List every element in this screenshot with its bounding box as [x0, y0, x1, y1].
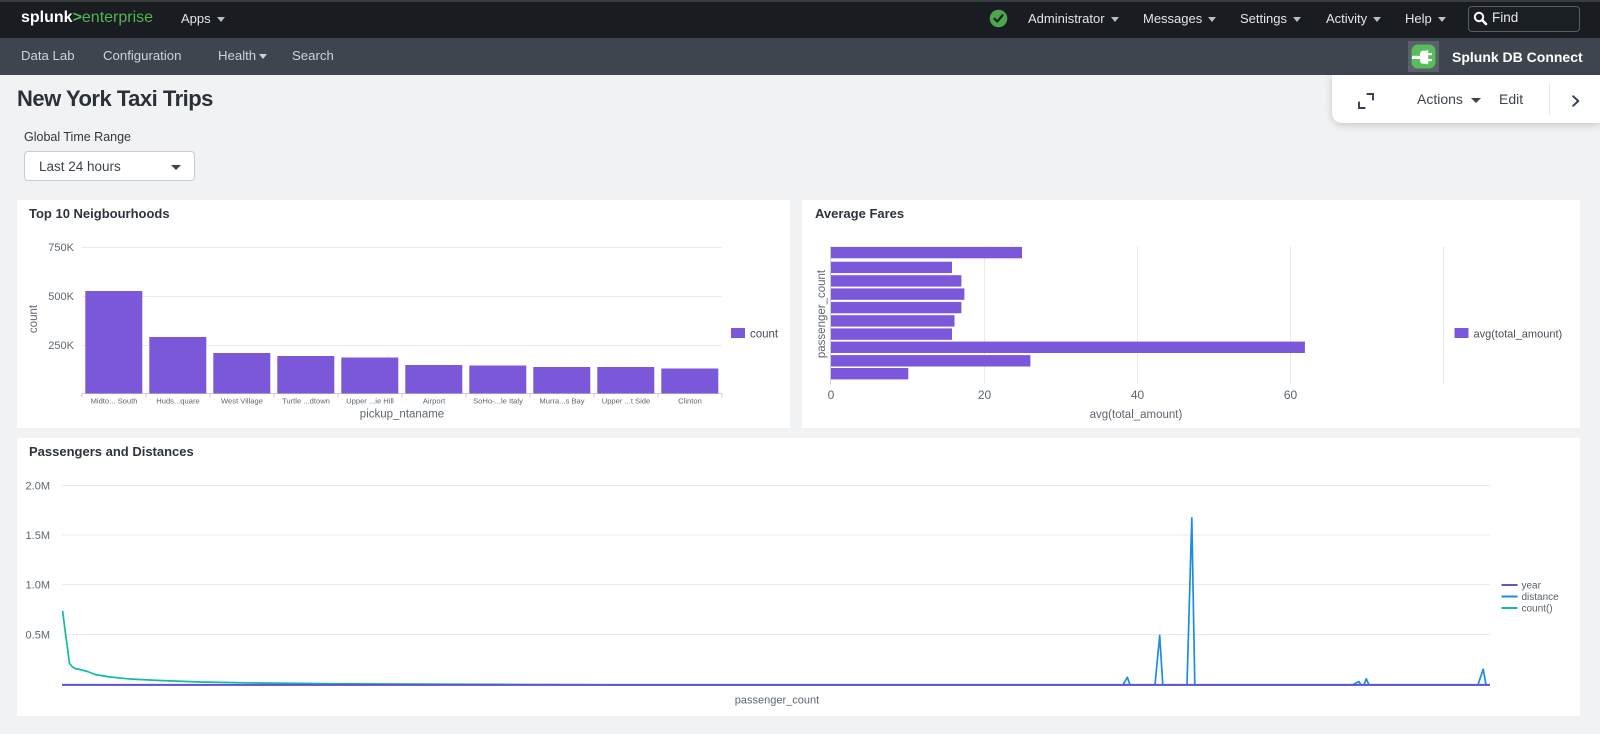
svg-text:250K: 250K	[48, 340, 74, 352]
svg-text:Upper ...ie Hill: Upper ...ie Hill	[346, 397, 394, 406]
svg-text:750K: 750K	[48, 242, 74, 254]
svg-text:Upper ...t Side: Upper ...t Side	[602, 397, 651, 406]
svg-text:Airport: Airport	[423, 397, 446, 406]
svg-text:1.5M: 1.5M	[26, 530, 50, 542]
svg-text:count: count	[28, 304, 40, 333]
svg-text:2.0M: 2.0M	[26, 481, 50, 493]
svg-text:1.0M: 1.0M	[26, 580, 50, 592]
svg-text:Clinton: Clinton	[678, 397, 702, 406]
svg-text:Turtle ...dtown: Turtle ...dtown	[282, 397, 330, 406]
svg-text:passenger_count: passenger_count	[816, 269, 828, 358]
svg-text:60: 60	[1284, 388, 1298, 402]
svg-text:count: count	[750, 329, 779, 341]
svg-text:avg(total_amount): avg(total_amount)	[1090, 409, 1183, 421]
svg-text:500K: 500K	[48, 291, 74, 303]
svg-text:year: year	[1522, 581, 1542, 592]
svg-text:0.5M: 0.5M	[26, 630, 50, 642]
svg-text:distance: distance	[1522, 592, 1560, 603]
svg-text:Huds...quare: Huds...quare	[156, 397, 199, 406]
svg-text:40: 40	[1131, 388, 1145, 402]
svg-text:pickup_ntaname: pickup_ntaname	[360, 409, 444, 421]
svg-text:passenger_count: passenger_count	[735, 695, 819, 707]
svg-text:SoHo-...le Italy: SoHo-...le Italy	[473, 397, 523, 406]
svg-text:count(): count()	[1522, 604, 1553, 615]
svg-text:20: 20	[978, 388, 992, 402]
svg-text:0: 0	[828, 388, 835, 402]
svg-text:Midto... South: Midto... South	[91, 397, 138, 406]
svg-text:avg(total_amount): avg(total_amount)	[1474, 329, 1563, 341]
svg-text:Murra...s Bay: Murra...s Bay	[539, 397, 584, 406]
svg-text:West Village: West Village	[221, 397, 263, 406]
